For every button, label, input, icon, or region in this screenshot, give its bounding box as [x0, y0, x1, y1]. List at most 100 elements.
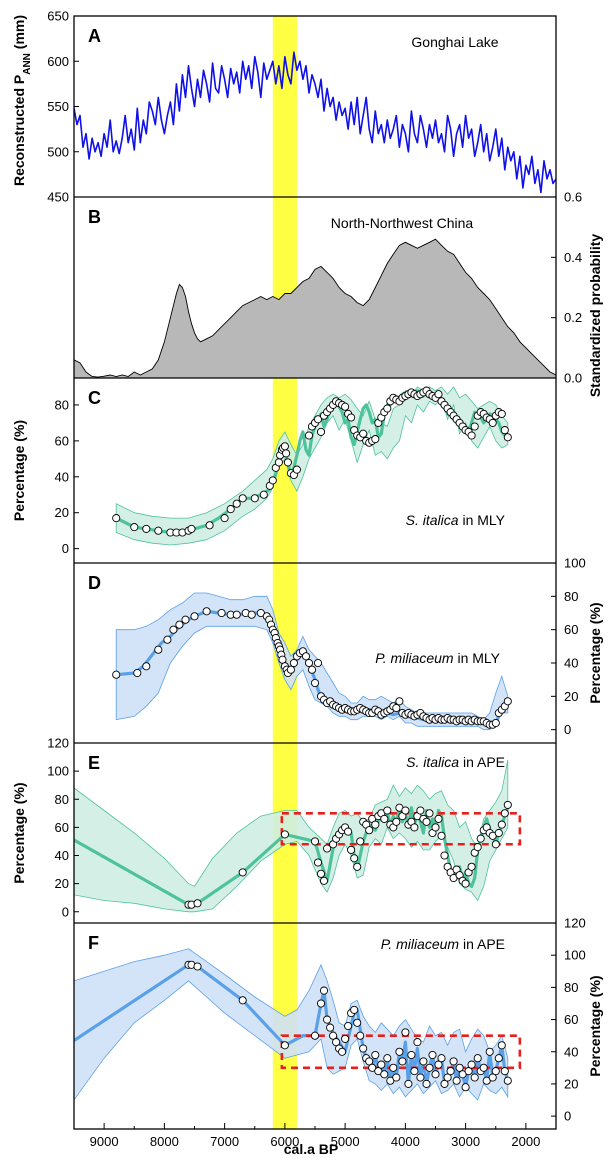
data-point [238, 868, 247, 877]
data-point [181, 615, 190, 624]
data-point [470, 1073, 479, 1082]
data-point [278, 655, 287, 664]
annotation-species: S. italica [406, 754, 459, 770]
y-tick-label: 60 [55, 820, 69, 835]
data-point [407, 1050, 416, 1060]
data-point [497, 820, 506, 829]
data-point [473, 1054, 482, 1063]
y-tick-label: 100 [47, 764, 69, 779]
panel-b: 0.0 0.2 0.4 0.6 Standardized probability B Nor… [74, 190, 603, 397]
panel-e: 0 20 40 60 80 100 120 Percentage (%) E S. italica… [11, 736, 522, 919]
y-tick-label: 100 [564, 948, 586, 963]
y-tick-label: 80 [55, 792, 69, 807]
highlight-band-layer [272, 16, 297, 1129]
data-point [310, 1031, 320, 1040]
data-point [422, 817, 431, 826]
y-tick-label: 80 [564, 980, 578, 995]
data-point [319, 986, 329, 995]
data-point [316, 999, 326, 1008]
data-point [392, 817, 401, 826]
data-point [365, 1057, 374, 1066]
y-axis-label: Percentage (%) [587, 602, 603, 703]
data-point [350, 1005, 359, 1014]
data-point [190, 612, 199, 621]
y-tick-label: 60 [55, 433, 69, 448]
data-point [437, 831, 446, 840]
data-point [485, 1047, 494, 1056]
data-point [437, 1054, 446, 1063]
annotation-site: in APE [459, 754, 505, 770]
annotation-site: in MLY [459, 512, 506, 528]
panel-title: North-Northwest China [331, 215, 474, 231]
y-tick-label: 100 [564, 556, 586, 571]
data-point [316, 869, 326, 878]
data-point [205, 521, 214, 530]
panel-annotation: P. miliaceum in APE [381, 936, 505, 952]
y-tick-label: 20 [564, 1076, 578, 1091]
data-point [488, 1073, 497, 1082]
panel-e-plot-area [74, 759, 522, 913]
data-point [449, 1057, 458, 1066]
y-axis-label-unit: (mm) [11, 15, 27, 53]
data-point [467, 431, 476, 440]
x-tick-label: 4000 [391, 1134, 420, 1149]
data-point [380, 1070, 389, 1079]
data-point [425, 809, 434, 818]
highlight-band [272, 16, 297, 1129]
data-point [497, 409, 506, 418]
y-axis-label: Percentage (%) [11, 420, 27, 521]
panel-b-plot-area [74, 238, 556, 378]
data-point [410, 1067, 419, 1076]
y-tick-label: 40 [564, 1044, 578, 1059]
data-point [497, 1041, 506, 1050]
data-point [356, 1031, 365, 1040]
y-tick-label: 0 [62, 904, 69, 919]
y-tick-label: 0.4 [564, 250, 582, 265]
data-point [410, 823, 419, 832]
data-point [313, 658, 323, 668]
x-tick-label: 2000 [511, 1134, 540, 1149]
data-point [301, 652, 311, 661]
data-point [461, 1083, 470, 1092]
data-point [238, 494, 247, 503]
x-tick-label: 5000 [331, 1134, 360, 1149]
data-point [503, 433, 512, 442]
y-axis-label: Reconstructed PANN (mm) [11, 15, 33, 186]
panel-d-plot-area [112, 592, 512, 731]
data-point [163, 635, 172, 644]
panel-letter: B [88, 207, 101, 227]
y-tick-label: 120 [564, 916, 586, 931]
data-point [467, 1060, 476, 1069]
annotation-species: S. italica [406, 512, 459, 528]
panel-letter: A [88, 26, 101, 46]
data-point [175, 620, 184, 629]
data-point [443, 1073, 452, 1082]
y-tick-label: 60 [564, 1012, 578, 1027]
data-point [193, 962, 202, 971]
data-point [398, 1057, 407, 1066]
data-point [392, 703, 401, 713]
panel-f-plot-area [74, 948, 522, 1101]
data-point [395, 697, 404, 706]
data-point [488, 418, 497, 427]
data-point [440, 1079, 449, 1088]
highlight-rectangle [280, 1034, 522, 1070]
data-point [371, 435, 380, 444]
data-point [344, 1021, 353, 1031]
panel-a-plot-area [74, 51, 556, 194]
annotation-site: in APE [459, 936, 505, 952]
y-tick-label: 550 [47, 99, 69, 114]
data-point [401, 806, 410, 815]
data-point [220, 514, 229, 523]
data-point [500, 809, 509, 818]
data-point [479, 1063, 488, 1072]
y-tick-label: 120 [47, 736, 69, 751]
y-tick-label: 0.2 [564, 310, 582, 325]
data-point [503, 800, 512, 809]
data-point [359, 1044, 368, 1053]
panel-a: 450 500 550 600 650 Reconstructed PANN (mm) A G… [11, 9, 556, 205]
data-point [392, 1073, 401, 1082]
data-point [341, 1034, 350, 1043]
x-tick-label: 7000 [210, 1134, 239, 1149]
y-tick-label: 20 [564, 689, 578, 704]
